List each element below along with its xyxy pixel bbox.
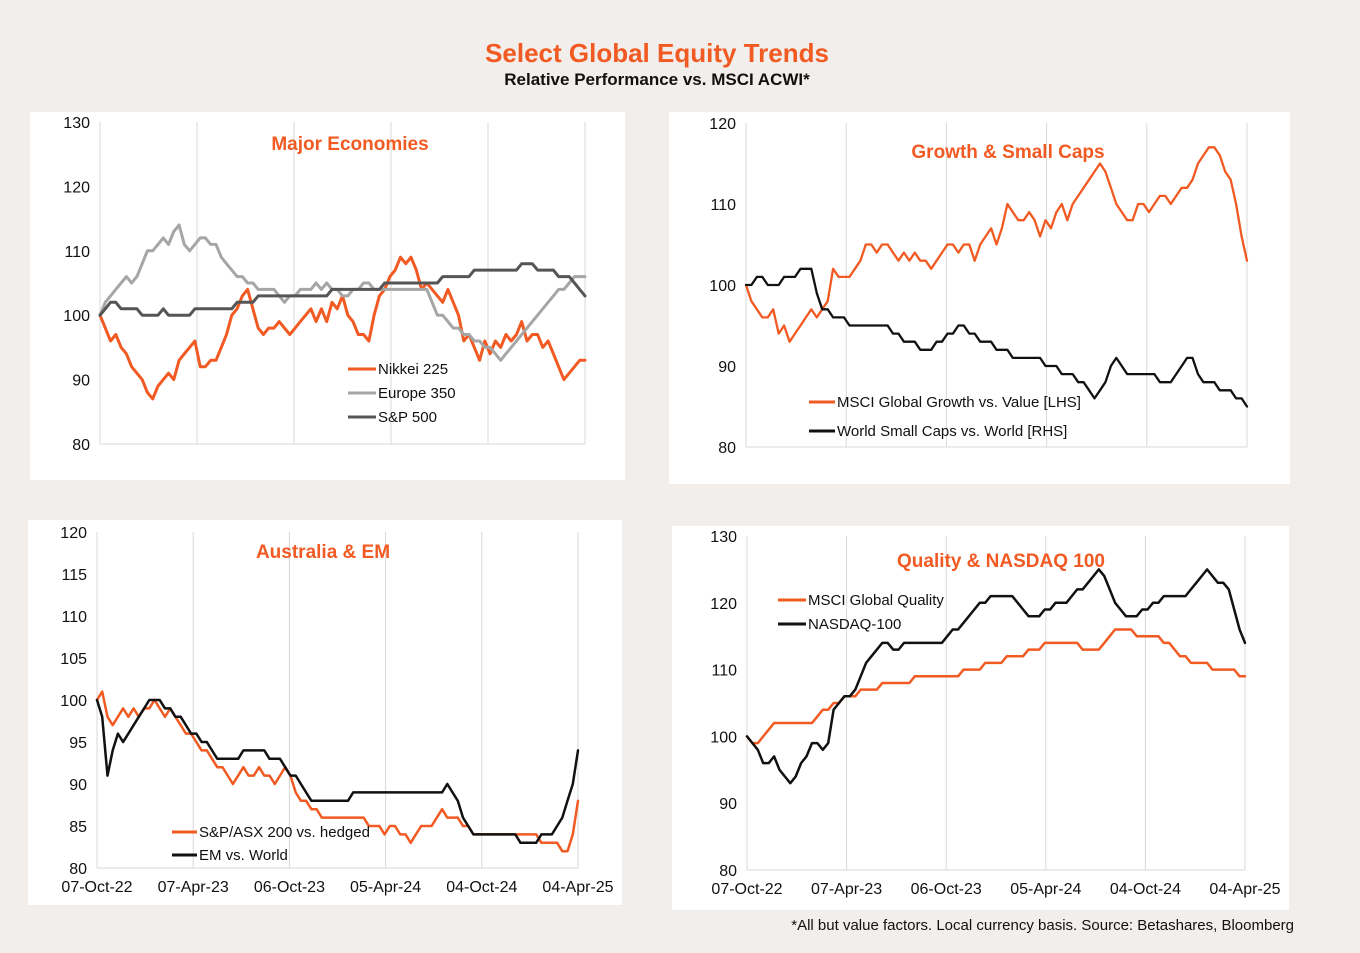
- chart-major-economies: 80 90 100 110 120 130 Major Economies Nikkei 22…: [63, 115, 587, 454]
- y-tick-label: 115: [61, 567, 87, 584]
- x-tick-label: 05-Apr-24: [350, 879, 421, 896]
- y-tick-label: 130: [63, 115, 90, 132]
- series-line-msci-global-growth-vs-value-lhs: [744, 146, 1249, 343]
- x-tick-label: 07-Oct-22: [61, 879, 132, 896]
- x-tick-label: 07-Apr-23: [811, 881, 882, 898]
- y-tick-label: 120: [709, 116, 736, 133]
- legend-label-world-small-caps-vs-world-rhs: World Small Caps vs. World [RHS]: [837, 423, 1067, 440]
- y-tick-label: 120: [710, 596, 737, 613]
- series-line-s-p-500: [98, 262, 587, 317]
- y-tick-label: 120: [60, 525, 87, 542]
- y-tick-label: 90: [718, 359, 736, 376]
- y-tick-label: 120: [63, 179, 90, 196]
- x-tick-label: 07-Apr-23: [158, 879, 229, 896]
- chart-title: Australia & EM: [256, 542, 390, 563]
- chart-title: Quality & NASDAQ 100: [897, 551, 1105, 572]
- y-tick-label: 95: [69, 735, 87, 752]
- legend-label-em-vs-world: EM vs. World: [199, 847, 288, 864]
- panel-major-economies: 80 90 100 110 120 130 Major Economies Nikkei 22…: [30, 112, 625, 480]
- x-tick-label: 04-Oct-24: [1110, 881, 1181, 898]
- series-line-world-small-caps-vs-world-rhs: [744, 267, 1249, 408]
- x-tick-label: 04-Apr-25: [1209, 881, 1280, 898]
- panel-australia-em: 80 85 90 95 100 105 110 115 120 07-Oct-22 07-Apr-2…: [28, 520, 622, 905]
- chart-title: Major Economies: [271, 134, 428, 155]
- page-subtitle: Relative Performance vs. MSCI ACWI*: [504, 70, 810, 89]
- y-tick-label: 130: [710, 529, 737, 546]
- series-line-msci-global-quality: [745, 628, 1247, 745]
- legend-label-msci-global-growth-vs-value-lhs: MSCI Global Growth vs. Value [LHS]: [837, 394, 1081, 411]
- y-tick-label: 110: [710, 197, 736, 214]
- y-tick-label: 90: [72, 373, 90, 390]
- panel-growth-small-caps: 80 90 100 110 120 Growth & Small Caps MSCI Glo…: [669, 112, 1290, 484]
- x-tick-label: 07-Oct-22: [711, 881, 782, 898]
- series-line-nasdaq-100: [745, 568, 1247, 785]
- chart-quality-nasdaq: 80 90 100 110 120 130 07-Oct-22 07-Apr-23 06-Oct…: [710, 529, 1280, 898]
- y-tick-label: 100: [710, 729, 737, 746]
- legend-label-nikkei-225: Nikkei 225: [378, 361, 448, 378]
- y-tick-label: 110: [711, 663, 737, 680]
- chart-title: Growth & Small Caps: [911, 142, 1104, 163]
- y-tick-label: 80: [69, 861, 87, 878]
- legend-label-msci-global-quality: MSCI Global Quality: [808, 592, 944, 609]
- y-tick-label: 85: [69, 819, 87, 836]
- chart-australia-em: 80 85 90 95 100 105 110 115 120 07-Oct-22 07-Apr-2…: [60, 525, 613, 896]
- series-line-europe-350: [98, 223, 587, 362]
- y-tick-label: 110: [64, 244, 90, 261]
- y-tick-label: 80: [718, 440, 736, 457]
- y-tick-label: 100: [60, 693, 87, 710]
- x-tick-label: 04-Oct-24: [446, 879, 517, 896]
- chart-growth-small-caps: 80 90 100 110 120 Growth & Small Caps MSCI Glo…: [709, 116, 1249, 457]
- x-tick-label: 05-Apr-24: [1010, 881, 1081, 898]
- footnote: *All but value factors. Local currency b…: [791, 917, 1294, 934]
- page-title: Select Global Equity Trends: [485, 38, 829, 68]
- legend-label-nasdaq-100: NASDAQ-100: [808, 616, 901, 633]
- y-tick-label: 105: [60, 651, 87, 668]
- series-line-nikkei-225: [98, 255, 587, 401]
- y-tick-label: 80: [719, 863, 737, 880]
- legend-label-europe-350: Europe 350: [378, 385, 456, 402]
- y-tick-label: 90: [69, 777, 87, 794]
- legend-label-s-p-500: S&P 500: [378, 409, 437, 426]
- y-tick-label: 110: [61, 609, 87, 626]
- y-tick-label: 90: [719, 796, 737, 813]
- legend-label-s-p-asx-200-vs-hedged: S&P/ASX 200 vs. hedged: [199, 824, 370, 841]
- x-tick-label: 06-Oct-23: [911, 881, 982, 898]
- panel-quality-nasdaq: 80 90 100 110 120 130 07-Oct-22 07-Apr-23 06-Oct…: [672, 526, 1289, 910]
- series-line-em-vs-world: [95, 698, 580, 845]
- y-tick-label: 100: [63, 308, 90, 325]
- y-tick-label: 100: [709, 278, 736, 295]
- x-tick-label: 06-Oct-23: [254, 879, 325, 896]
- x-tick-label: 04-Apr-25: [542, 879, 613, 896]
- y-tick-label: 80: [72, 437, 90, 454]
